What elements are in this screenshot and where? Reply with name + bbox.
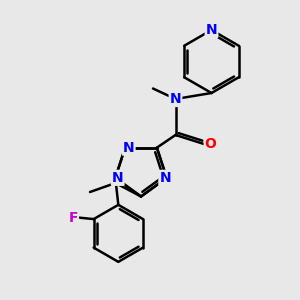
Text: N: N [170, 92, 181, 106]
Text: N: N [159, 171, 171, 185]
Text: N: N [112, 171, 124, 185]
Text: F: F [68, 211, 78, 225]
Text: O: O [205, 137, 217, 151]
Text: N: N [123, 141, 134, 155]
Text: N: N [206, 23, 217, 37]
